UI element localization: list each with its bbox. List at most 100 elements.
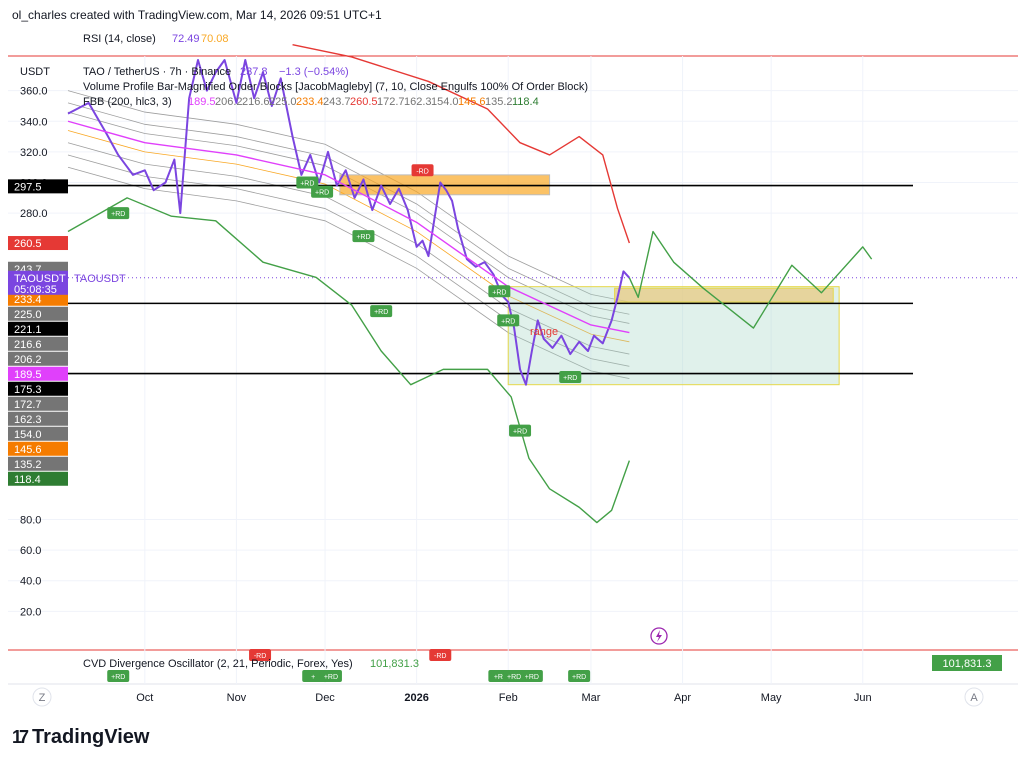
cvd-marker-label: + xyxy=(311,674,315,681)
signal-marker-label: +RD xyxy=(356,234,370,241)
y-tick-label: 60.0 xyxy=(20,545,41,557)
y-tick-label: 20.0 xyxy=(20,606,41,618)
symbol-price-tag-countdown: 05:08:35 xyxy=(14,284,57,296)
y-tick-label: 360.0 xyxy=(20,86,48,98)
series-lower[interactable] xyxy=(67,197,631,524)
signal-marker xyxy=(296,176,319,189)
price-chart[interactable]: +RD+RD+RD+RD-RD+RD+RD+RD+RD+RD+RD-RD+ +RD… xyxy=(8,24,1018,709)
rsi-legend-value-1: 72.49 xyxy=(172,33,200,45)
y-tick-label: 340.0 xyxy=(20,116,48,128)
cvd-marker xyxy=(249,649,272,661)
price-tag-label: 175.3 xyxy=(14,384,42,396)
x-tick-label: Nov xyxy=(227,692,247,704)
fbb-legend-name: FBB (200, hlc3, 3) xyxy=(83,96,172,108)
rsi-legend-value-2: 70.08 xyxy=(201,33,229,45)
cvd-marker-label: +RD xyxy=(525,674,539,681)
tradingview-logo-icon: 17 xyxy=(12,727,29,747)
range-annotation: range xyxy=(530,326,558,338)
fbb-legend-value: 172.7 xyxy=(377,96,405,108)
signal-marker xyxy=(311,185,334,198)
signal-marker-label: +RD xyxy=(315,190,329,197)
x-tick-label: Jun xyxy=(854,692,872,704)
vp-legend-name: Volume Profile Bar-Magnified Order Block… xyxy=(83,81,588,93)
zone-target-box[interactable] xyxy=(614,287,834,303)
cvd-marker-label: +RI xyxy=(494,674,505,681)
price-tag xyxy=(8,381,68,396)
zoom-button[interactable] xyxy=(32,687,52,707)
cvd-marker-label: +RD xyxy=(111,674,125,681)
price-tag-label: 189.5 xyxy=(14,369,42,381)
y-tick-label: 320.0 xyxy=(20,147,48,159)
signal-marker xyxy=(559,371,582,384)
signal-marker xyxy=(352,230,375,243)
price-tag xyxy=(8,179,68,194)
cvd-legend-value: 101,831.3 xyxy=(370,658,419,670)
symbol-price-tag xyxy=(8,270,68,295)
price-tag xyxy=(8,426,68,441)
x-tick-label: Oct xyxy=(136,692,153,704)
signal-marker xyxy=(497,314,520,327)
price-tag xyxy=(8,336,68,351)
symbol-price-tag-name: TAOUSDT xyxy=(74,273,126,285)
cvd-marker xyxy=(503,670,526,682)
signal-marker-label: +RD xyxy=(513,429,527,436)
fbb-legend-value: 118.4 xyxy=(512,96,539,108)
rsi-legend-name: RSI (14, close) xyxy=(83,33,156,45)
fbb-legend-value: 225.0 xyxy=(269,96,297,108)
cvd-marker-label: +RD xyxy=(572,674,586,681)
series-price[interactable] xyxy=(67,59,631,386)
x-tick-label: May xyxy=(761,692,782,704)
price-tag-label: 297.5 xyxy=(14,181,42,193)
cvd-marker xyxy=(568,670,591,682)
x-tick-label: 2026 xyxy=(404,692,428,704)
price-tag xyxy=(8,441,68,456)
x-tick-label: Dec xyxy=(315,692,335,704)
series-upper[interactable] xyxy=(292,43,631,244)
chart-header: ol_charles created with TradingView.com,… xyxy=(12,8,382,22)
signal-marker-label: +RD xyxy=(374,309,388,316)
fbb-legend-value: 135.2 xyxy=(485,96,513,108)
y-tick-label: 80.0 xyxy=(20,514,41,526)
x-tick-label: Apr xyxy=(674,692,691,704)
price-tag-label: 162.3 xyxy=(14,414,42,426)
fbb-legend-value: 189.5 xyxy=(188,96,216,108)
price-tag-label: 145.6 xyxy=(14,444,42,456)
price-tag xyxy=(8,291,68,306)
x-tick-label: Feb xyxy=(499,692,518,704)
y-tick-label: 280.0 xyxy=(20,208,48,220)
chart-frame[interactable]: +RD +RD +RD +RD -RD +RD +RD +RD +RD +RD +RD -RD + +RD… xyxy=(8,24,1018,709)
x-tick-label: Mar xyxy=(581,692,600,704)
signal-marker-label: +RD xyxy=(492,289,506,296)
cvd-marker xyxy=(107,670,130,682)
series-forecast[interactable] xyxy=(628,230,873,329)
price-tag-label: 233.4 xyxy=(14,294,42,306)
symbol-price-tag-value: TAOUSDT xyxy=(14,273,66,285)
price-tag xyxy=(8,396,68,411)
cvd-marker xyxy=(302,670,325,682)
cvd-marker-label: -RD xyxy=(254,653,266,660)
signal-marker xyxy=(411,164,434,177)
fbb-band-line xyxy=(67,142,630,355)
signal-marker-label: -RD xyxy=(416,168,428,175)
signal-marker-label: +RD xyxy=(300,181,314,188)
signal-marker xyxy=(107,207,130,220)
cvd-marker xyxy=(319,670,342,682)
signal-marker xyxy=(488,285,511,298)
fbb-band-line xyxy=(67,166,630,379)
price-tag-label: 260.5 xyxy=(14,238,42,250)
cvd-marker-label: +RD xyxy=(324,674,338,681)
cvd-legend-name: CVD Divergence Oscillator (2, 21, Period… xyxy=(83,658,353,670)
price-tag-label: 206.2 xyxy=(14,354,42,366)
price-tag xyxy=(8,351,68,366)
price-tag xyxy=(8,456,68,471)
fbb-band-line xyxy=(67,90,630,303)
price-tag xyxy=(8,236,68,251)
price-tag-label: 225.0 xyxy=(14,309,42,321)
fbb-legend-value: 216.6 xyxy=(242,96,270,108)
cvd-marker-label: -RD xyxy=(434,653,446,660)
auto-scale-button[interactable] xyxy=(964,687,984,707)
tradingview-logo[interactable]: 17 TradingView xyxy=(12,726,149,749)
series-basis[interactable] xyxy=(67,120,630,334)
y-tick-label: 40.0 xyxy=(20,576,41,588)
cvd-marker xyxy=(520,670,543,682)
